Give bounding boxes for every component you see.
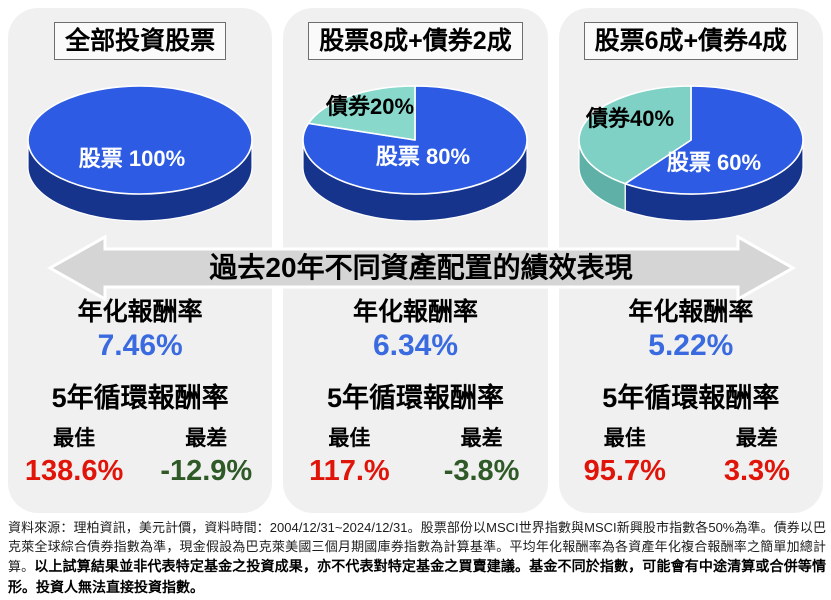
annualized-return-value: 7.46% — [97, 329, 183, 362]
allocation-title: 股票8成+債券2成 — [308, 22, 523, 60]
pie-chart-all-stocks: 股票 100% — [27, 85, 253, 222]
performance-banner: 過去20年不同資產配置的績效表現 — [0, 229, 831, 307]
double-arrow-icon: 過去20年不同資產配置的績效表現 — [46, 234, 797, 302]
pie-slice-label: 股票 100% — [79, 146, 185, 171]
pie-chart-80-20: 股票 80% 債券20% — [302, 85, 529, 222]
annualized-return-value: 6.34% — [372, 329, 459, 362]
annualized-return-label: 年化報酬率 — [77, 298, 203, 326]
pie-slice-股票 — [624, 85, 804, 195]
pie-slice-label: 股票 60% — [667, 150, 761, 175]
best-worst-labels: 最佳 最差 — [283, 422, 547, 452]
best-worst-labels: 最佳 最差 — [559, 422, 823, 452]
best-value: 95.7% — [583, 455, 666, 487]
pie-slice-股票 — [27, 85, 253, 195]
worst-label: 最差 — [185, 427, 228, 450]
footnote-bold-text: 以上試算結果並非代表特定基金之投資成果，亦不代表對特定基金之買賣建議。基金不同於… — [8, 558, 826, 596]
annualized-return-value: 5.22% — [648, 329, 734, 362]
footnote: 資料來源：理柏資訊，美元計價，資料時間：2004/12/31~2024/12/3… — [8, 519, 826, 598]
best-label: 最佳 — [603, 427, 646, 450]
pie-slice-債券 — [578, 85, 692, 185]
best-value: 117.% — [309, 455, 390, 487]
double-arrow-shape — [46, 234, 797, 302]
rolling-return-label: 5年循環報酬率 — [602, 383, 780, 413]
rolling-return-label: 5年循環報酬率 — [326, 383, 504, 413]
pie-slice-label: 債券40% — [585, 106, 674, 131]
pie-slice-label: 股票 80% — [376, 144, 470, 169]
pie-slice-債券 — [308, 85, 417, 141]
pie-slice-label: 債券20% — [325, 94, 414, 119]
worst-value: 3.3% — [723, 455, 790, 487]
best-label: 最佳 — [328, 427, 371, 450]
allocation-title: 全部投資股票 — [54, 22, 227, 60]
worst-label: 最差 — [735, 427, 778, 450]
worst-value: -3.8% — [443, 455, 520, 487]
pie-chart-60-40: 股票 60% 債券40% — [578, 85, 804, 222]
worst-label: 最差 — [460, 427, 503, 450]
worst-value: -12.9% — [160, 455, 253, 487]
banner-label: 過去20年不同資產配置的績效表現 — [209, 251, 632, 283]
best-worst-values: 95.7% 3.3% — [559, 455, 823, 488]
best-worst-labels: 最佳 最差 — [8, 422, 272, 452]
best-label: 最佳 — [53, 427, 96, 450]
annualized-return-label: 年化報酬率 — [628, 298, 754, 326]
best-worst-values: 117.% -3.8% — [283, 455, 547, 488]
rolling-return-label: 5年循環報酬率 — [51, 383, 229, 413]
best-worst-values: 138.6% -12.9% — [8, 455, 272, 488]
best-value: 138.6% — [24, 455, 124, 487]
annualized-return-label: 年化報酬率 — [352, 298, 478, 326]
footnote-regular-text: 資料來源：理柏資訊，美元計價，資料時間：2004/12/31~2024/12/3… — [8, 520, 826, 575]
allocation-title: 股票6成+債券4成 — [583, 22, 799, 60]
